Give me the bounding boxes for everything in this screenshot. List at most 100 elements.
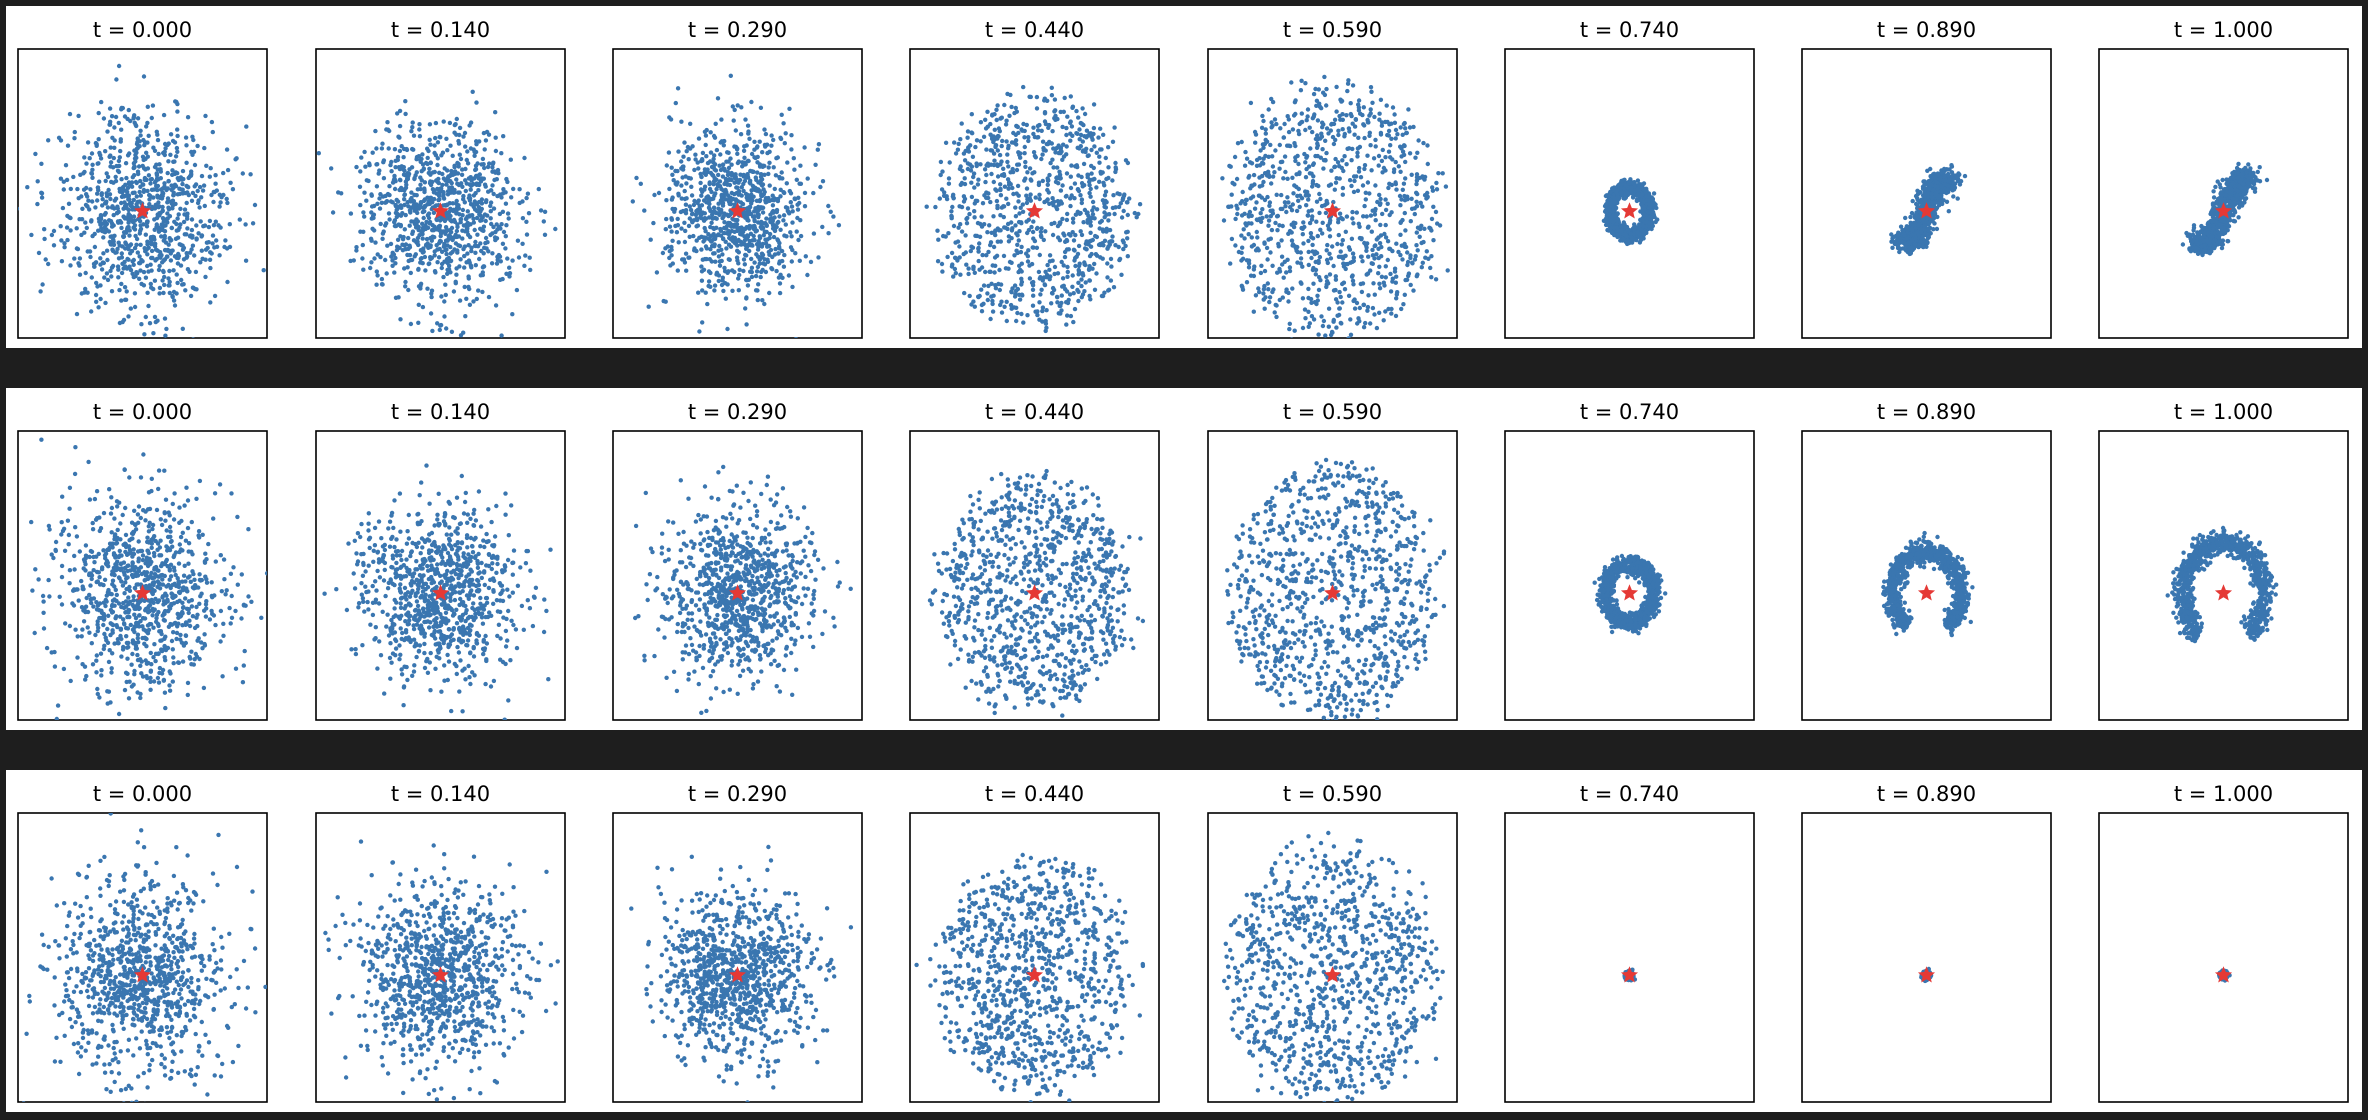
- data-point: [781, 213, 787, 218]
- data-point: [400, 211, 405, 216]
- data-point: [1316, 260, 1321, 265]
- data-point: [766, 171, 771, 177]
- data-point: [39, 195, 45, 200]
- data-point: [499, 333, 504, 338]
- data-point: [720, 174, 726, 179]
- data-point: [1322, 74, 1327, 80]
- data-point: [994, 198, 1000, 204]
- data-point: [1370, 100, 1375, 106]
- data-point: [1392, 120, 1398, 126]
- data-point: [463, 188, 468, 194]
- data-point: [180, 326, 185, 331]
- data-point: [1088, 230, 1093, 235]
- data-point: [701, 198, 707, 203]
- data-point: [393, 204, 399, 209]
- data-point: [111, 242, 117, 247]
- data-point: [1094, 207, 1100, 212]
- data-point: [1436, 171, 1441, 176]
- data-point: [1408, 219, 1414, 224]
- data-point: [499, 151, 504, 156]
- data-point: [1328, 256, 1334, 261]
- data-point: [115, 246, 120, 252]
- data-point: [367, 163, 372, 168]
- data-point: [431, 210, 437, 215]
- data-point: [202, 203, 207, 209]
- data-point: [762, 127, 767, 132]
- data-point: [224, 196, 229, 202]
- data-point: [719, 282, 725, 288]
- data-point: [1065, 274, 1070, 279]
- data-point: [991, 179, 996, 185]
- data-point: [180, 191, 185, 196]
- data-point: [202, 223, 208, 228]
- data-point: [482, 212, 488, 217]
- data-point: [1008, 170, 1013, 175]
- data-point: [1103, 189, 1109, 194]
- data-point: [526, 211, 532, 216]
- data-point: [648, 237, 653, 242]
- data-point: [1054, 145, 1060, 151]
- data-point: [1350, 273, 1355, 278]
- data-point: [155, 183, 161, 189]
- data-point: [1073, 164, 1078, 169]
- data-point: [1028, 192, 1033, 197]
- data-point: [1076, 280, 1081, 285]
- data-point: [1399, 197, 1404, 202]
- data-point: [503, 190, 508, 195]
- data-point: [524, 219, 529, 224]
- data-point: [1355, 154, 1360, 159]
- data-point: [447, 120, 453, 126]
- data-point: [141, 166, 147, 171]
- data-point: [1235, 211, 1240, 217]
- data-point: [1274, 192, 1279, 197]
- data-point: [1264, 214, 1269, 219]
- data-point: [156, 229, 162, 234]
- data-point: [1386, 128, 1392, 134]
- data-point: [1358, 254, 1364, 259]
- data-point: [113, 174, 118, 180]
- data-point: [716, 278, 721, 284]
- data-point: [1377, 286, 1383, 291]
- data-point: [702, 184, 708, 189]
- data-point: [1321, 166, 1326, 171]
- data-point: [990, 112, 995, 117]
- data-point: [142, 140, 148, 145]
- data-point: [951, 223, 957, 229]
- data-point: [199, 248, 204, 253]
- data-point: [1337, 176, 1342, 181]
- data-point: [1045, 262, 1050, 268]
- data-point: [805, 272, 810, 278]
- data-point: [1052, 97, 1058, 102]
- data-point: [988, 199, 993, 205]
- data-point: [378, 254, 383, 260]
- data-point: [393, 255, 398, 261]
- data-point: [1290, 243, 1295, 248]
- data-point: [1635, 178, 1641, 183]
- data-point: [1346, 78, 1351, 83]
- data-point: [467, 302, 473, 307]
- data-point: [132, 190, 137, 195]
- data-point: [1415, 191, 1420, 197]
- data-point: [188, 233, 193, 238]
- data-point: [1377, 202, 1383, 207]
- data-point: [389, 159, 394, 165]
- data-point: [1428, 265, 1433, 271]
- data-point: [758, 105, 764, 111]
- data-point: [995, 136, 1000, 141]
- data-point: [1345, 261, 1350, 267]
- data-point: [146, 133, 151, 138]
- data-point: [775, 155, 780, 160]
- data-point: [103, 300, 108, 306]
- data-point: [681, 154, 686, 159]
- data-point: [195, 200, 201, 206]
- data-point: [455, 222, 460, 227]
- data-point: [978, 162, 983, 167]
- data-point: [670, 206, 675, 212]
- data-point: [89, 219, 94, 224]
- data-point: [1055, 116, 1060, 122]
- data-point: [1267, 299, 1272, 305]
- data-point: [790, 209, 795, 214]
- data-point: [156, 177, 161, 182]
- data-point: [761, 221, 767, 226]
- data-point: [770, 267, 775, 272]
